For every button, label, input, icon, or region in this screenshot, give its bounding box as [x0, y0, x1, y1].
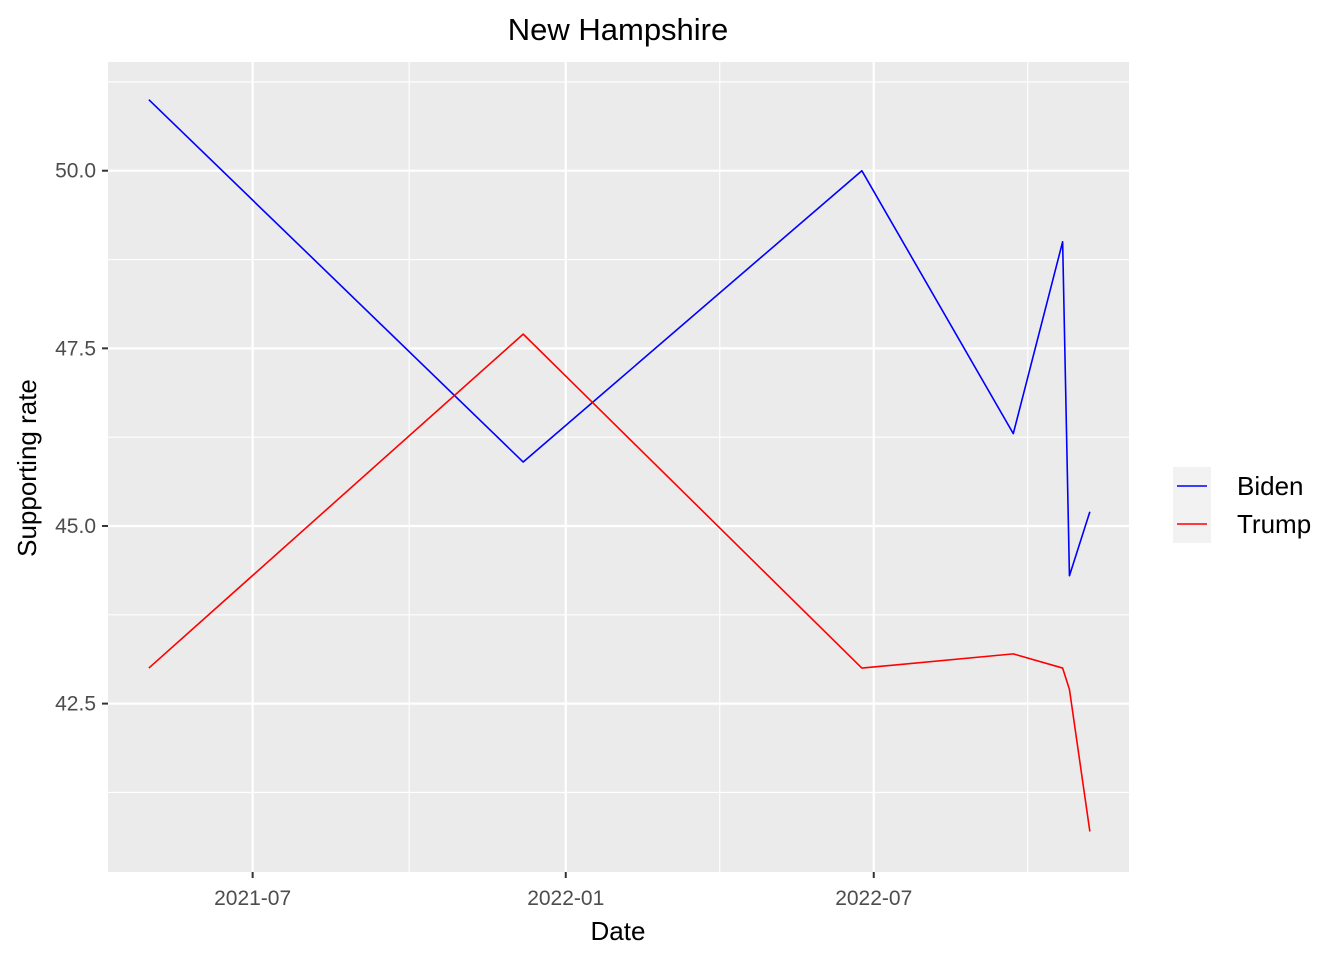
grid-major: [108, 62, 1129, 872]
y-axis-title: Supporting rate: [12, 379, 42, 557]
plot-panel: [108, 62, 1129, 872]
series-layer: [148, 99, 1091, 832]
legend-label-biden: Biden: [1237, 471, 1304, 501]
x-tick-label: 2022-01: [527, 887, 604, 910]
y-axis-ticks: 42.5 45.0 47.5 50.0: [55, 160, 108, 716]
y-tick-label: 50.0: [55, 160, 96, 183]
y-tick-label: 47.5: [55, 337, 96, 360]
series-line-biden: [148, 99, 1091, 577]
x-axis-title: Date: [591, 916, 646, 946]
y-tick-label: 42.5: [55, 693, 96, 716]
x-tick-label: 2022-07: [835, 887, 912, 910]
legend: Biden Trump: [1173, 467, 1311, 543]
legend-label-trump: Trump: [1237, 509, 1311, 539]
x-axis-ticks: 2021-07 2022-01 2022-07: [214, 872, 912, 910]
y-tick-label: 45.0: [55, 515, 96, 538]
chart-title: New Hampshire: [508, 12, 729, 47]
x-tick-label: 2021-07: [214, 887, 291, 910]
series-line-trump: [148, 333, 1091, 832]
grid-minor: [108, 62, 1129, 872]
